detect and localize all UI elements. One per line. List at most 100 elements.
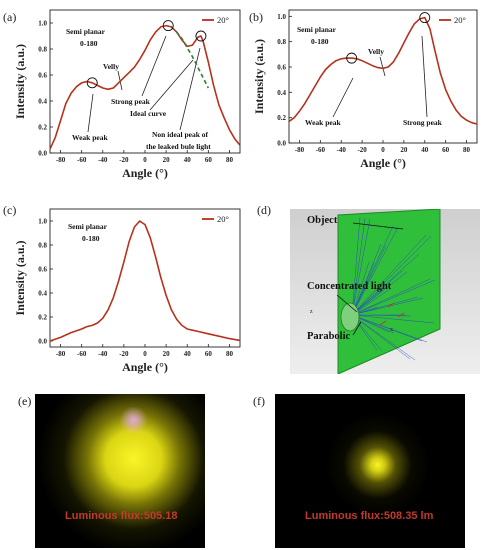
axis-x-label: x [390, 327, 393, 333]
y-tick-label: 0.6 [38, 72, 47, 80]
x-tick-label: 20 [400, 146, 408, 154]
label-object: Object [307, 215, 338, 226]
series-line [49, 220, 241, 342]
ray [351, 279, 436, 316]
luminous-flux-e: Luminous flux:505.18 [65, 510, 178, 522]
axis-z-label: z [310, 309, 313, 315]
focus-marks [375, 284, 405, 326]
y-tick-label: 1.0 [38, 20, 47, 28]
x-tick-label: 80 [226, 156, 234, 164]
x-axis-title: Angle (°) [360, 156, 406, 170]
ray [351, 314, 428, 343]
series-line [288, 16, 478, 125]
x-tick-label: -40 [98, 350, 108, 358]
x-tick-label: -80 [56, 350, 66, 358]
peak-marker [419, 12, 431, 24]
y-tick-label: 0.0 [277, 140, 286, 148]
ray [351, 296, 419, 316]
y-tick-label: 0.6 [277, 64, 286, 72]
chart-b: Semi planar 0-180 Velly Weak peak Strong… [252, 9, 478, 170]
label-parabolic: Parabolic [307, 331, 351, 342]
x-tick-label: 60 [442, 146, 450, 154]
luminous-image-f [275, 394, 465, 548]
y-tick-label: 0.4 [38, 98, 47, 106]
panel-label-c: (c) [3, 203, 17, 217]
panel-d: (d) z x Object Concentrated light Parabo… [245, 197, 485, 392]
x-axis-title: Angle (°) [122, 166, 168, 180]
x-tick-label: 20 [163, 156, 171, 164]
annotation-strong-peak: Strong peak [111, 97, 151, 106]
x-tick-label: 60 [205, 350, 213, 358]
panel-label-d: (d) [257, 203, 271, 217]
ideal-curve-line [170, 26, 210, 89]
x-tick-label: 0 [143, 350, 147, 358]
y-tick-label: 0.0 [38, 338, 47, 346]
x-tick-label: 40 [421, 146, 429, 154]
x-tick-label: -60 [77, 350, 87, 358]
ray [351, 225, 394, 316]
x-tick-label: 0 [143, 156, 147, 164]
y-tick-label: 0.8 [277, 38, 286, 46]
annotation-semi-planar: Semi planar [66, 27, 106, 36]
annotation-range: 0-180 [80, 39, 98, 48]
legend-label: 20° [217, 15, 229, 25]
x-tick-label: 20 [163, 350, 171, 358]
light-rays [351, 216, 436, 361]
panel-a: (a) Semi planar 0-180 Weak peak Velly St… [0, 0, 245, 192]
ray [351, 314, 435, 324]
x-tick-label: 40 [184, 350, 192, 358]
ray [351, 278, 431, 316]
y-axis-title: Intensity (a.u.) [13, 44, 27, 119]
ray [351, 226, 399, 316]
x-tick-label: -20 [119, 350, 129, 358]
annotation-weak-peak: Weak peak [305, 118, 341, 127]
annotation-weak-peak: Weak peak [72, 133, 108, 142]
ray [351, 244, 387, 316]
annotation-range: 0-180 [311, 37, 329, 46]
y-tick-label: 0.0 [38, 150, 47, 158]
x-tick-label: -80 [295, 146, 305, 154]
y-tick-label: 0.2 [38, 314, 47, 322]
annotation-velly: Velly [103, 62, 119, 71]
ray [351, 314, 411, 360]
annotation-non-ideal-2: the leaked bule light [146, 142, 211, 151]
x-tick-label: 80 [463, 146, 471, 154]
luminous-image-e [35, 394, 205, 548]
peak-marker [86, 77, 98, 89]
annotation-range: 0-180 [82, 234, 100, 243]
annotation-strong-peak: Strong peak [403, 118, 443, 127]
y-tick-label: 0.8 [38, 46, 47, 54]
x-tick-label: 0 [381, 146, 385, 154]
y-tick-label: 0.2 [38, 124, 47, 132]
x-tick-label: -40 [98, 156, 108, 164]
peak-marker [162, 20, 174, 32]
ray [351, 234, 427, 316]
x-axis-title: Angle (°) [122, 360, 168, 374]
x-tick-label: -80 [56, 156, 66, 164]
annotation-semi-planar: Semi planar [68, 222, 108, 231]
luminous-flux-f: Luminous flux:508.35 lm [305, 510, 434, 522]
x-tick-label: -60 [77, 156, 87, 164]
y-tick-label: 1.0 [38, 218, 47, 226]
y-tick-label: 0.8 [38, 242, 47, 250]
simulation-render: z x [290, 209, 480, 374]
y-axis-title: Intensity (a.u.) [252, 39, 266, 114]
peak-marker [346, 52, 358, 64]
annotation-non-ideal-1: Non ideal peak of [152, 130, 209, 139]
annotation-ideal-curve: Ideal curve [130, 109, 167, 118]
chart-c: Semi planar 0-180 -80 -60 -40 -20 0 20 40 60 80 0… [13, 208, 241, 374]
y-tick-label: 0.2 [277, 114, 286, 122]
chart-a: Semi planar 0-180 Weak peak Velly Strong… [13, 9, 241, 180]
panel-f: (f) Luminous flux:508.35 lm [245, 392, 485, 550]
object-plane [337, 209, 441, 374]
series-line [49, 24, 241, 150]
panel-c: (c) Semi planar 0-180 -80 -60 -40 -20 0 20 40 6… [0, 197, 245, 392]
x-tick-label: -60 [316, 146, 326, 154]
x-tick-label: 80 [226, 350, 234, 358]
ray [351, 271, 408, 316]
peak-marker [195, 30, 207, 42]
legend-label: 20° [454, 15, 466, 25]
panel-b: (b) Semi planar 0-180 Velly Weak peak St… [245, 0, 485, 192]
label-concentrated-light: Concentrated light [307, 281, 392, 292]
y-tick-label: 1.0 [277, 13, 286, 21]
